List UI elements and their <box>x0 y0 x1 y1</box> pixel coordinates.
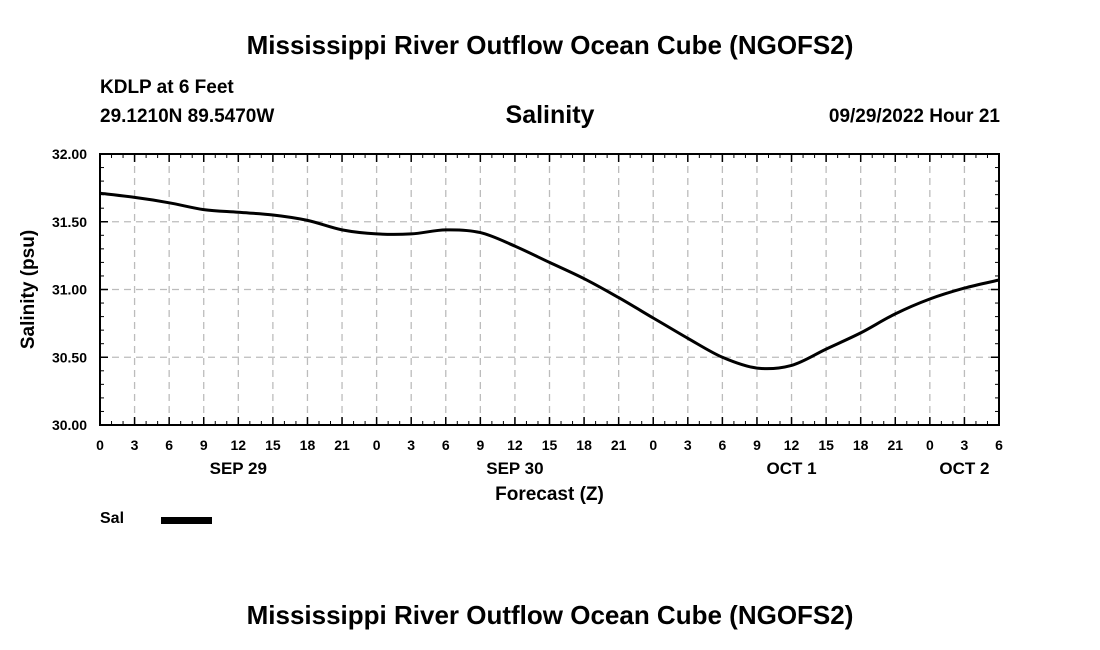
y-tick-label: 31.00 <box>52 282 87 298</box>
x-date-label: SEP 30 <box>486 459 543 478</box>
y-tick-label: 31.50 <box>52 214 87 230</box>
x-tick-label: 6 <box>165 437 173 453</box>
x-tick-label: 3 <box>684 437 692 453</box>
x-tick-label: 9 <box>200 437 208 453</box>
x-tick-label: 12 <box>784 437 800 453</box>
chart-title: Mississippi River Outflow Ocean Cube (NG… <box>246 30 854 60</box>
x-tick-label: 12 <box>507 437 523 453</box>
plot-frame <box>99 153 1000 426</box>
x-tick-label: 21 <box>887 437 903 453</box>
x-tick-label: 18 <box>853 437 869 453</box>
x-tick-label: 15 <box>818 437 834 453</box>
x-tick-label: 21 <box>611 437 627 453</box>
legend-swatch <box>161 517 212 524</box>
x-tick-label: 6 <box>442 437 450 453</box>
salinity-series-line <box>99 191 1000 371</box>
x-tick-label: 21 <box>334 437 350 453</box>
y-axis-title: Salinity (psu) <box>18 230 39 349</box>
x-tick-label: 0 <box>649 437 657 453</box>
chart-subtitle: Salinity <box>505 101 595 129</box>
x-tick-label: 3 <box>131 437 139 453</box>
y-tick-label: 32.00 <box>52 146 87 162</box>
x-tick-label: 3 <box>961 437 969 453</box>
x-date-label: OCT 2 <box>939 459 989 478</box>
x-tick-label: 9 <box>753 437 761 453</box>
footer-title: Mississippi River Outflow Ocean Cube (NG… <box>246 600 854 630</box>
x-tick-label: 15 <box>542 437 558 453</box>
y-tick-label: 30.00 <box>52 417 87 433</box>
y-tick-label: 30.50 <box>52 349 87 365</box>
grid-layer <box>100 154 999 425</box>
x-axis-title: Forecast (Z) <box>495 484 604 505</box>
axis-labels: 0 3 6 9 12 15 18 21 0 3 6 9 12 15 18 21 0 3 6 9 12 15 18 21 0 3 6 3… <box>18 146 1003 505</box>
series-layer <box>99 191 1000 371</box>
legend-label: Sal <box>100 510 125 527</box>
x-tick-label: 6 <box>995 437 1003 453</box>
x-tick-label: 15 <box>265 437 281 453</box>
x-tick-label: 18 <box>300 437 316 453</box>
x-tick-label: 3 <box>407 437 415 453</box>
x-tick-label: 0 <box>926 437 934 453</box>
x-tick-label: 6 <box>718 437 726 453</box>
forecast-run-time: 09/29/2022 Hour 21 <box>828 106 1000 127</box>
x-date-label: OCT 1 <box>767 459 817 478</box>
station-coordinates: 29.1210N 89.5470W <box>100 106 275 127</box>
x-tick-label: 12 <box>231 437 247 453</box>
x-tick-label: 0 <box>96 437 104 453</box>
x-tick-label: 0 <box>373 437 381 453</box>
x-date-label: SEP 29 <box>210 459 267 478</box>
x-tick-label: 18 <box>576 437 592 453</box>
x-tick-label: 9 <box>476 437 484 453</box>
station-label: KDLP at 6 Feet <box>100 77 234 98</box>
